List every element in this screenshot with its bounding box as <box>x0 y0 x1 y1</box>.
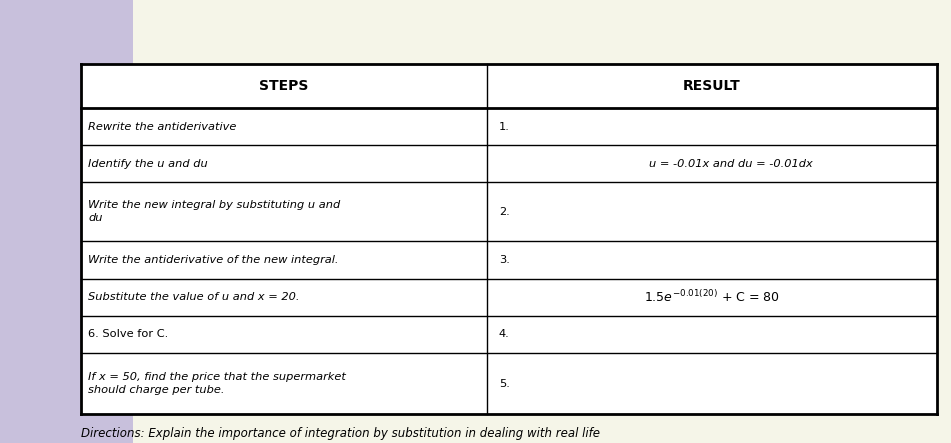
Text: $1.5e^{-0.01(20)}$ + C = 80: $1.5e^{-0.01(20)}$ + C = 80 <box>644 289 780 305</box>
Text: Rewrite the antiderivative: Rewrite the antiderivative <box>88 121 237 132</box>
Text: 2.: 2. <box>498 207 510 217</box>
Text: Substitute the value of u and x = 20.: Substitute the value of u and x = 20. <box>88 292 300 302</box>
Text: STEPS: STEPS <box>260 79 309 93</box>
Text: 6. Solve for C.: 6. Solve for C. <box>88 329 168 339</box>
Text: u = -0.01x and du = -0.01dx: u = -0.01x and du = -0.01dx <box>650 159 813 169</box>
Text: 4.: 4. <box>498 329 510 339</box>
Bar <box>0 0 133 443</box>
Text: Write the new integral by substituting u and
du: Write the new integral by substituting u… <box>88 200 340 223</box>
Text: Identify the u and du: Identify the u and du <box>88 159 208 169</box>
Text: 3.: 3. <box>498 255 510 265</box>
Text: 1.: 1. <box>498 121 510 132</box>
Bar <box>81 64 937 414</box>
Text: 5.: 5. <box>498 379 510 389</box>
Text: Write the antiderivative of the new integral.: Write the antiderivative of the new inte… <box>88 255 339 265</box>
Text: RESULT: RESULT <box>683 79 741 93</box>
Text: If x = 50, find the price that the supermarket
should charge per tube.: If x = 50, find the price that the super… <box>88 372 346 395</box>
Text: Directions: Explain the importance of integration by substitution in dealing wit: Directions: Explain the importance of in… <box>81 427 600 443</box>
